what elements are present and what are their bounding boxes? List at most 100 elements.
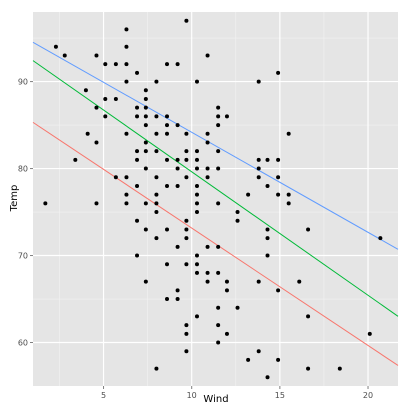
data-point [216, 149, 221, 154]
data-point [175, 62, 180, 67]
plot-panel [33, 12, 398, 386]
data-point [216, 114, 221, 119]
data-point [124, 27, 129, 32]
data-point [216, 244, 221, 249]
trend-line [32, 41, 399, 250]
y-tick-label: 60 [18, 339, 28, 348]
data-point [286, 192, 291, 197]
data-point [165, 227, 170, 232]
data-point [62, 53, 67, 58]
data-point [276, 357, 281, 362]
data-point [194, 210, 199, 215]
data-point [94, 53, 99, 58]
data-point [165, 131, 170, 136]
data-point [256, 175, 261, 180]
data-point [143, 279, 148, 284]
data-point [194, 262, 199, 267]
data-point [154, 131, 159, 136]
data-point [184, 18, 189, 23]
data-point [184, 236, 189, 241]
trend-lines [32, 41, 399, 366]
data-point [143, 114, 148, 119]
data-point [154, 114, 159, 119]
data-point [113, 175, 118, 180]
data-point [276, 288, 281, 293]
data-point [154, 175, 159, 180]
x-axis-title: Wind [203, 394, 228, 405]
trend-line [32, 60, 399, 317]
data-point [103, 62, 108, 67]
data-point [194, 183, 199, 188]
data-point [154, 366, 159, 371]
data-point [297, 279, 302, 284]
data-point [175, 166, 180, 171]
data-point [165, 157, 170, 162]
data-point [154, 79, 159, 84]
data-point [175, 288, 180, 293]
x-tick-label: 15 [275, 391, 285, 400]
data-point [184, 331, 189, 336]
data-point [184, 157, 189, 162]
data-point [224, 331, 229, 336]
data-point [194, 149, 199, 154]
data-point [143, 123, 148, 128]
data-point [205, 279, 210, 284]
data-point [175, 157, 180, 162]
data-point [235, 305, 240, 310]
data-point [165, 262, 170, 267]
data-point [124, 201, 129, 206]
y-tick-label: 90 [18, 78, 28, 87]
data-point [184, 227, 189, 232]
data-point [94, 201, 99, 206]
data-point [224, 279, 229, 284]
data-point [143, 166, 148, 171]
data-point [276, 70, 281, 75]
data-point [194, 192, 199, 197]
data-point [154, 192, 159, 197]
data-point [124, 44, 129, 49]
data-point [205, 53, 210, 58]
data-point [246, 357, 251, 362]
data-point [135, 70, 140, 75]
data-point [85, 131, 90, 136]
grid [33, 12, 398, 386]
data-point [205, 131, 210, 136]
x-tick-label: 20 [363, 391, 373, 400]
data-point [94, 105, 99, 110]
data-point [165, 62, 170, 67]
data-point [194, 253, 199, 258]
data-point [83, 88, 88, 93]
data-point [276, 157, 281, 162]
data-point [135, 114, 140, 119]
data-point [53, 44, 58, 49]
data-point [378, 236, 383, 241]
data-point [216, 323, 221, 328]
data-point [154, 201, 159, 206]
data-point [194, 270, 199, 275]
data-point [184, 323, 189, 328]
data-point [124, 131, 129, 136]
y-axis-title: Temp [9, 185, 20, 213]
data-point [235, 210, 240, 215]
data-point [265, 236, 270, 241]
data-point [306, 314, 311, 319]
data-point [286, 201, 291, 206]
data-point [143, 88, 148, 93]
data-point [216, 340, 221, 345]
data-point [124, 79, 129, 84]
data-point [103, 114, 108, 119]
data-point [205, 244, 210, 249]
data-point [276, 175, 281, 180]
data-point [224, 114, 229, 119]
data-point [135, 183, 140, 188]
trend-line [32, 121, 399, 366]
data-point [256, 157, 261, 162]
data-point [124, 175, 129, 180]
axis-ticks: 5 10 15 20 60 70 80 90 [18, 78, 373, 400]
data-point [216, 305, 221, 310]
data-point [154, 149, 159, 154]
data-point [143, 149, 148, 154]
data-point [154, 210, 159, 215]
data-point [194, 201, 199, 206]
data-point [184, 262, 189, 267]
